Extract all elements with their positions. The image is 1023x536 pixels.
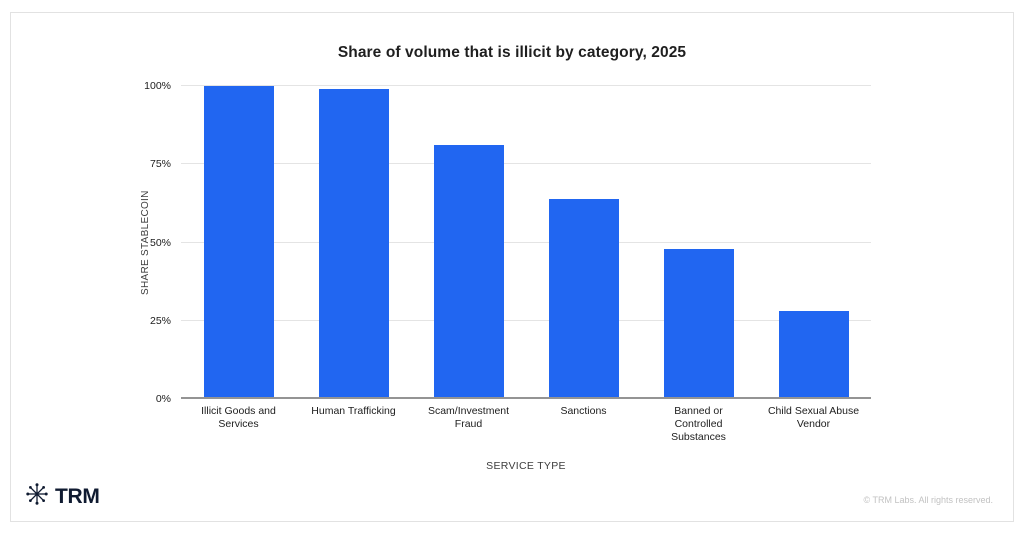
trm-logo: TRM: [25, 482, 100, 511]
bar-slot: [526, 86, 641, 399]
x-label-slot: Illicit Goods and Services: [181, 405, 296, 444]
x-axis-category-labels: Illicit Goods and Services Human Traffick…: [181, 405, 871, 444]
bar-slot: [756, 86, 871, 399]
y-tick-label: 50%: [149, 236, 171, 249]
chart-card: Share of volume that is illicit by categ…: [10, 12, 1014, 522]
trm-snowflake-icon: [25, 482, 49, 511]
y-tick-label: 0%: [155, 393, 171, 405]
bar-slot: [411, 86, 526, 399]
gridline: [181, 85, 871, 86]
bar: [778, 311, 849, 399]
bar-slot: [181, 86, 296, 399]
bar-slot: [641, 86, 756, 399]
x-label-slot: Banned or Controlled Substances: [641, 405, 756, 444]
bar: [318, 89, 389, 399]
bar: [203, 86, 274, 399]
bar: [433, 145, 504, 399]
bar-slot: [296, 86, 411, 399]
x-category-label: Illicit Goods and Services: [201, 405, 276, 430]
x-category-label: Sanctions: [560, 405, 607, 417]
grid-layer: [181, 85, 871, 399]
x-category-label: Human Trafficking: [311, 405, 396, 417]
gridline: [181, 319, 871, 321]
y-tick-label: 25%: [149, 314, 171, 327]
bar: [548, 198, 619, 399]
x-axis-line: [181, 397, 871, 399]
x-label-slot: Human Trafficking: [296, 405, 411, 444]
x-category-label: Scam/Investment Fraud: [427, 405, 510, 430]
x-axis-title: SERVICE TYPE: [486, 460, 566, 472]
plot-area: [181, 85, 871, 399]
x-label-slot: Sanctions: [526, 405, 641, 444]
gridline: [181, 241, 871, 243]
gridline: [181, 163, 871, 165]
trm-logo-text: TRM: [55, 484, 100, 508]
copyright-text: © TRM Labs. All rights reserved.: [863, 495, 993, 505]
y-tick-label: 75%: [149, 158, 171, 171]
bars-layer: [181, 86, 871, 399]
x-category-label: Banned or Controlled Substances: [671, 405, 726, 443]
x-label-slot: Child Sexual Abuse Vendor: [756, 405, 871, 444]
x-label-slot: Scam/Investment Fraud: [411, 405, 526, 444]
chart-title: Share of volume that is illicit by categ…: [337, 44, 687, 61]
x-category-label: Child Sexual Abuse Vendor: [767, 405, 860, 430]
y-tick-label: 100%: [144, 80, 171, 92]
y-axis-ticks: 0% 25% 50% 75% 100%: [107, 80, 171, 405]
bar: [663, 248, 734, 399]
